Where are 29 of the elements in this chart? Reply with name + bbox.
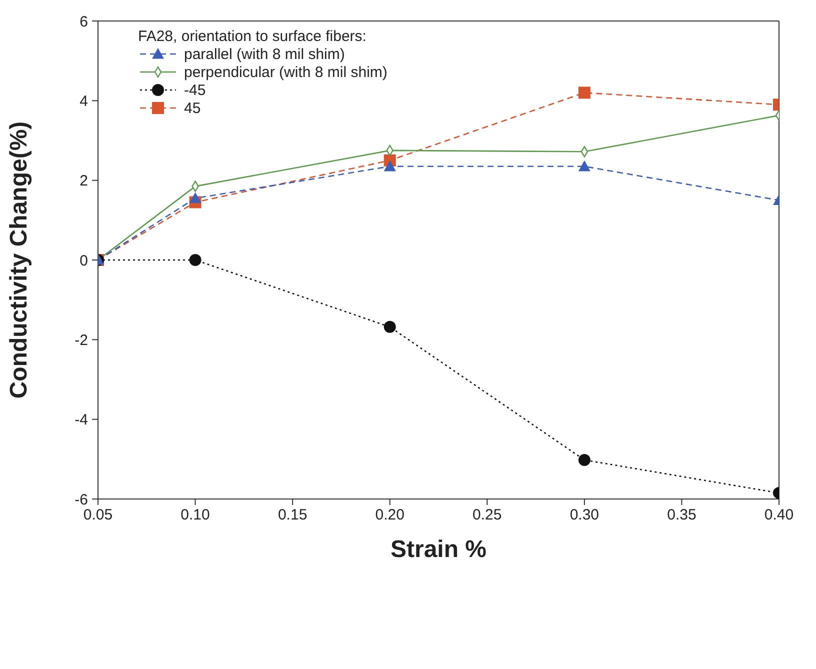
y-tick-label: -6 [74,491,88,508]
y-axis-title: Conductivity Change(%) [6,121,33,399]
y-tick-label: 4 [80,92,88,110]
legend-label: 45 [184,100,201,116]
x-tick-label: 0.05 [83,506,113,524]
point [189,254,202,266]
x-tick-label: 0.15 [278,506,308,524]
x-tick-label: 0.35 [667,506,696,524]
y-tick-label: 0 [80,252,88,270]
legend-title: FA28, orientation to surface fibers: [138,28,368,45]
x-tick-label: 0.25 [472,506,502,524]
x-tick-label: 0.10 [180,506,210,524]
point [578,86,590,99]
legend-label: -45 [184,82,206,98]
point [384,320,396,333]
y-tick-label: 2 [80,172,88,190]
legend-label: parallel (with 8 mil shim) [184,46,345,62]
y-tick-label: -4 [74,412,88,429]
y-tick-label: 6 [80,13,88,30]
x-tick-label: 0.20 [375,506,404,524]
x-tick-label: 0.40 [764,506,794,524]
x-tick-label: 0.30 [570,506,600,524]
point [578,160,590,172]
point [189,192,202,204]
legend-label: perpendicular (with 8 mil shim) [184,64,388,80]
point [578,454,590,466]
point [384,160,396,172]
y-tick-label: -2 [74,332,88,349]
x-axis-title: Strain % [390,536,487,563]
